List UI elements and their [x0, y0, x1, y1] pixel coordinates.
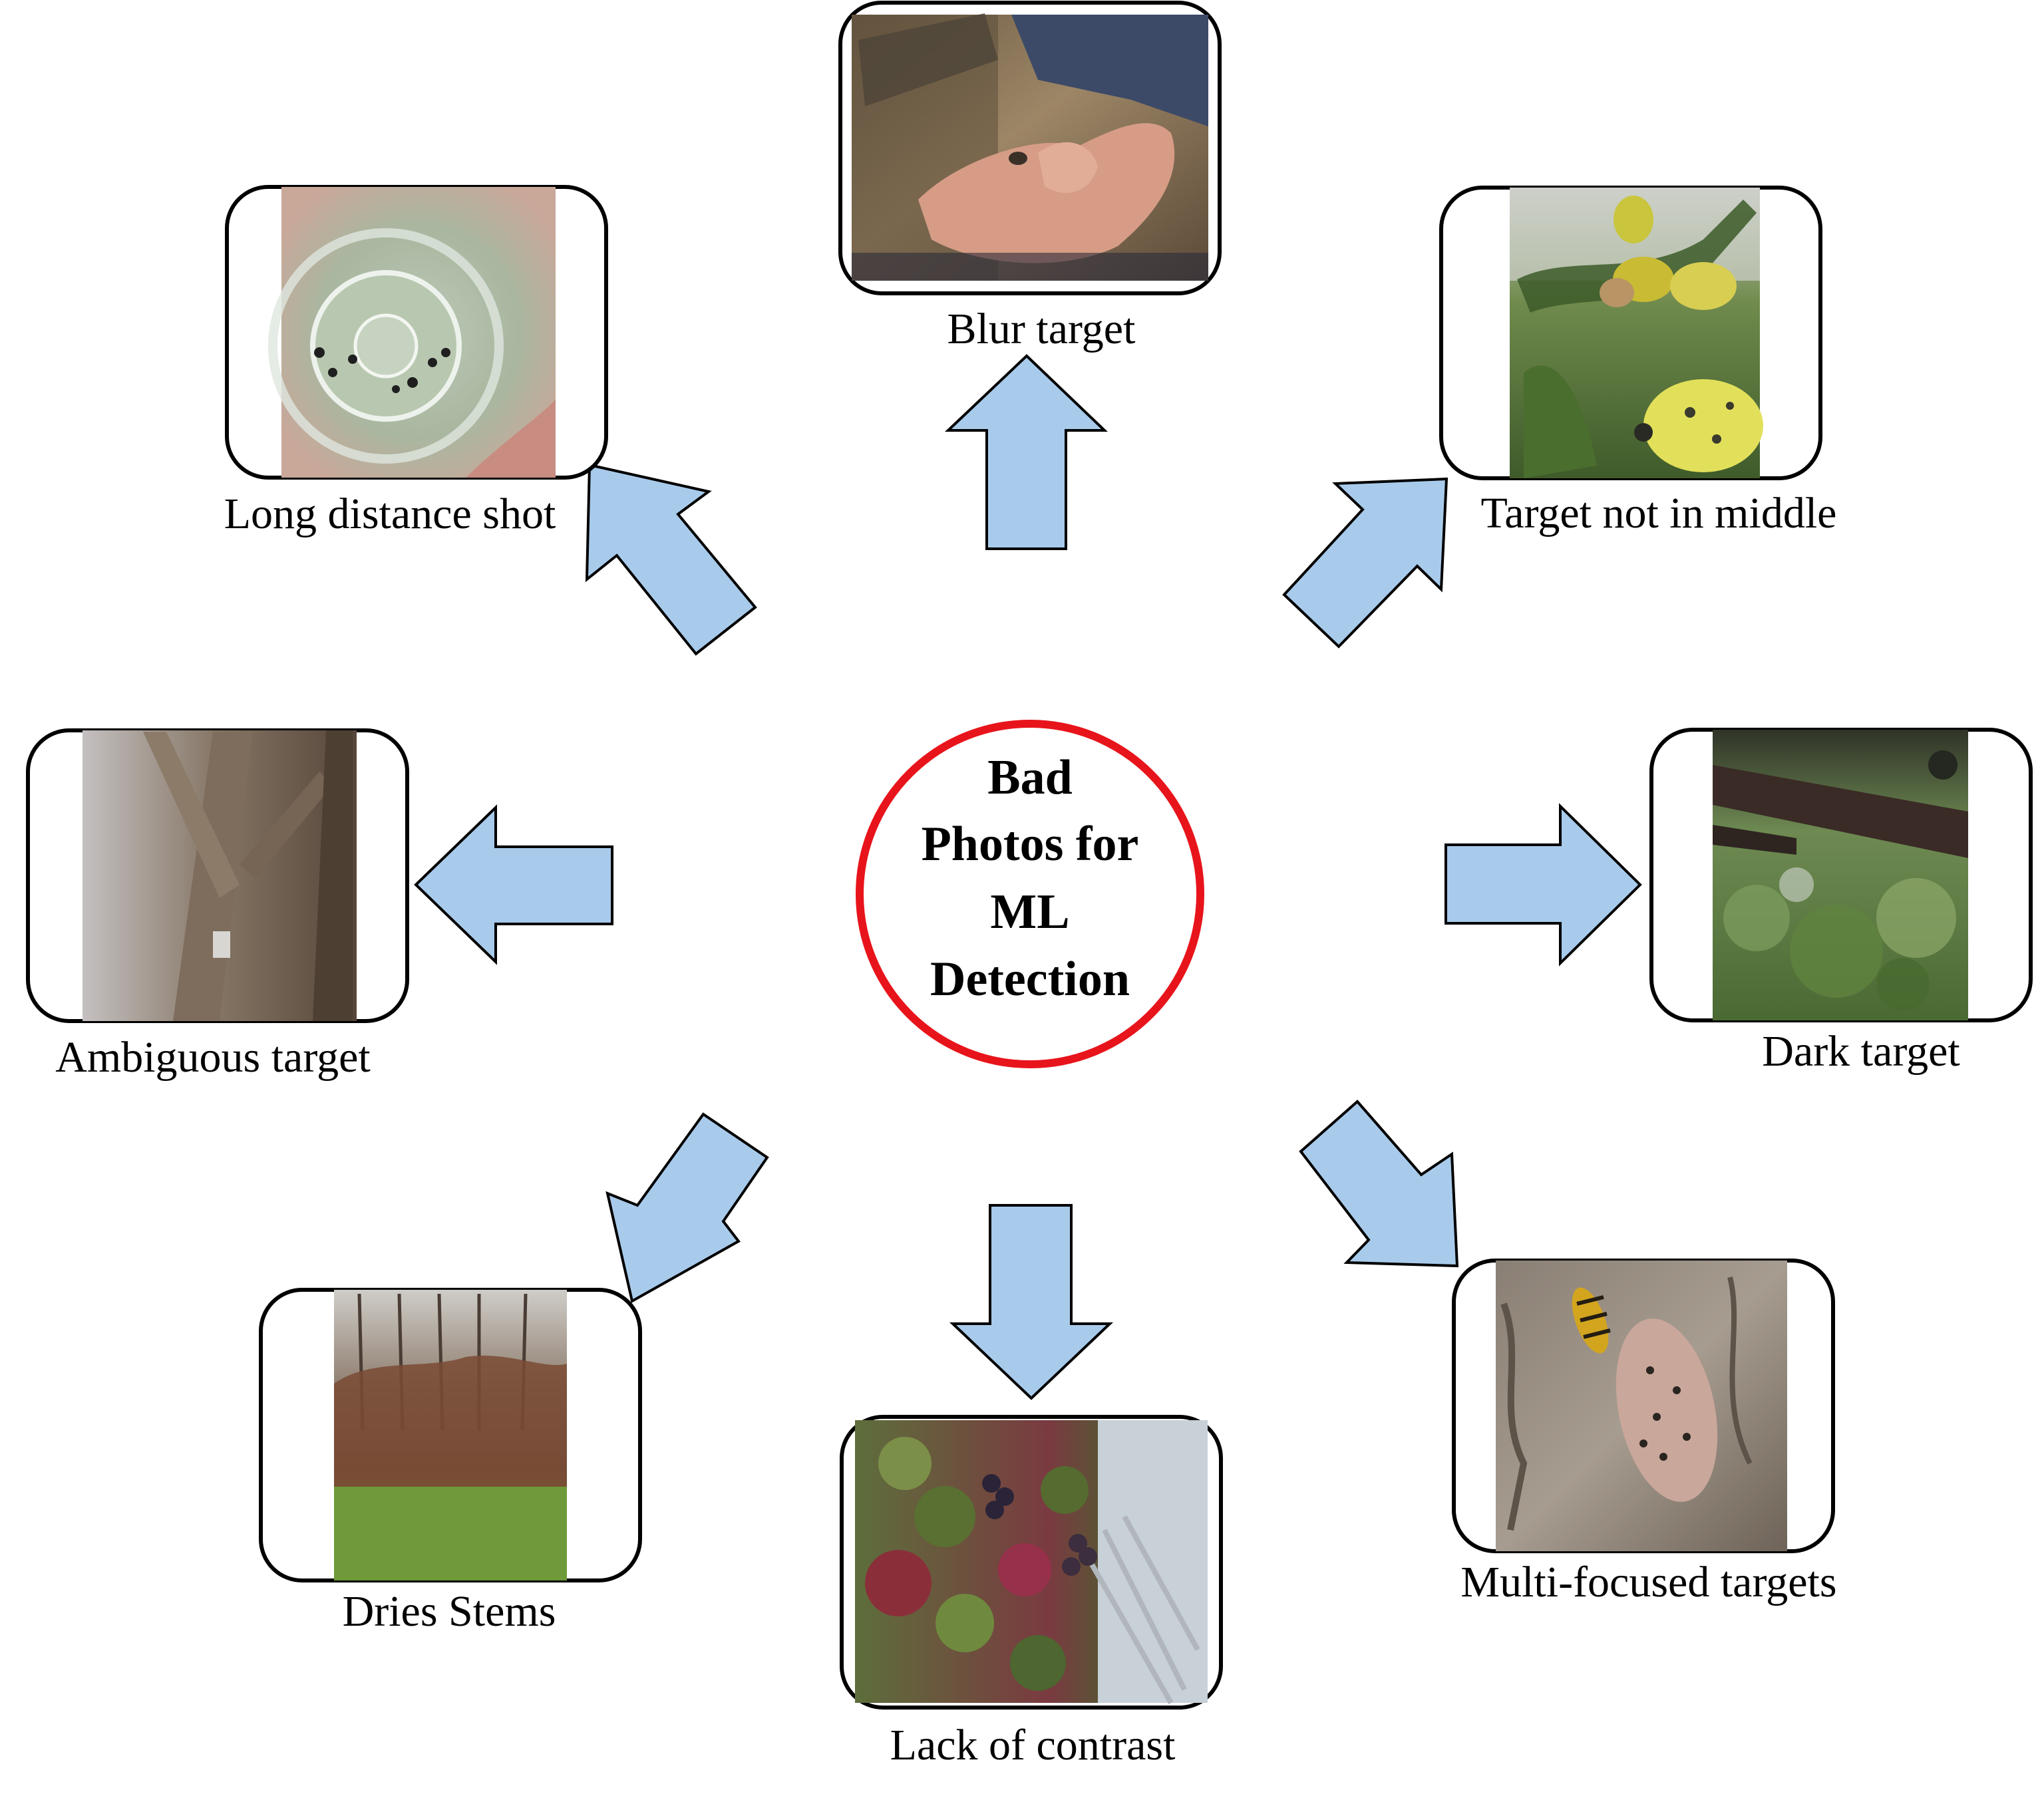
center-title-line-4: Detection [930, 952, 1130, 1006]
card-lack-of-contrast: Lack of contrast [840, 1415, 1223, 1769]
tree-canopy-photo [1713, 730, 1968, 1020]
arrow-right [1445, 803, 1642, 967]
caption-ambiguous-target: Ambiguous target [55, 1033, 371, 1082]
dry-shrubs-field-photo [334, 1290, 567, 1580]
center-title-line-3: ML [990, 885, 1069, 939]
arrow-up [944, 354, 1108, 550]
tree-branches-photo [83, 730, 357, 1021]
card-ambiguous-target: Ambiguous target [26, 728, 409, 1082]
card-dark-target: Dark target [1649, 728, 2033, 1076]
caption-lack-of-contrast: Lack of contrast [890, 1721, 1176, 1769]
vines-and-berries-photo [855, 1420, 1208, 1704]
arrow-down-left [605, 1112, 769, 1304]
arrow-down [949, 1204, 1114, 1400]
spotted-leaves-photo [1510, 188, 1763, 478]
arrow-up-left [585, 463, 757, 656]
arrow-left [414, 804, 613, 965]
card-target-not-in-middle: Target not in middle [1439, 186, 1837, 537]
caption-dries-stems: Dries Stems [343, 1587, 556, 1636]
caption-target-not-in-middle: Target not in middle [1481, 489, 1837, 537]
center-ring [856, 720, 1204, 1068]
center-title-line-1: Bad [987, 750, 1073, 805]
arrow-down-right [1299, 1100, 1459, 1268]
card-multi-focused-targets: Multi-focused targets [1452, 1259, 1837, 1606]
caption-dark-target: Dark target [1762, 1027, 1959, 1076]
caption-blur-target: Blur target [947, 305, 1136, 353]
card-blur-target: Blur target [838, 1, 1222, 353]
arrow-up-right [1282, 477, 1448, 649]
center-title-line-2: Photos for [922, 817, 1139, 871]
hands-holding-insect-photo [852, 13, 1208, 281]
caption-long-distance-shot: Long distance shot [224, 490, 556, 538]
card-dries-stems: Dries Stems [259, 1288, 642, 1636]
caption-multi-focused-targets: Multi-focused targets [1460, 1558, 1836, 1606]
card-long-distance-shot: Long distance shot [224, 185, 608, 538]
jar-with-insects-photo [268, 187, 556, 478]
insects-on-bark-photo [1496, 1261, 1787, 1551]
